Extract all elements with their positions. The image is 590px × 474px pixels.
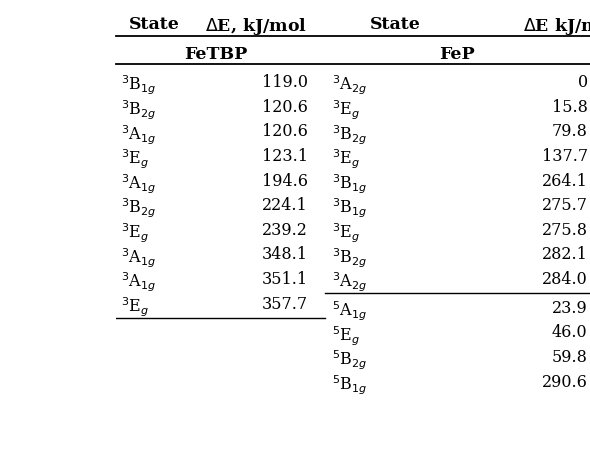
Text: $^3$E$_g$: $^3$E$_g$ xyxy=(332,99,360,122)
Text: 137.7: 137.7 xyxy=(542,148,588,165)
Text: 348.1: 348.1 xyxy=(262,246,308,264)
Text: $^5$B$_{2g}$: $^5$B$_{2g}$ xyxy=(332,349,367,372)
Text: $^5$B$_{1g}$: $^5$B$_{1g}$ xyxy=(332,374,367,397)
Text: $^3$E$_g$: $^3$E$_g$ xyxy=(332,222,360,245)
Text: $^3$A$_{1g}$: $^3$A$_{1g}$ xyxy=(121,246,156,270)
Text: $^3$B$_{2g}$: $^3$B$_{2g}$ xyxy=(121,197,156,220)
Text: $^5$E$_g$: $^5$E$_g$ xyxy=(332,324,360,347)
Text: $\Delta$E, kJ/mol: $\Delta$E, kJ/mol xyxy=(205,16,307,37)
Text: $^5$A$_{1g}$: $^5$A$_{1g}$ xyxy=(332,300,367,323)
Text: $^3$B$_{1g}$: $^3$B$_{1g}$ xyxy=(332,173,367,196)
Text: 290.6: 290.6 xyxy=(542,374,588,391)
Text: 15.8: 15.8 xyxy=(552,99,588,116)
Text: FeTBP: FeTBP xyxy=(184,46,247,64)
Text: 239.2: 239.2 xyxy=(262,222,308,239)
Text: 275.8: 275.8 xyxy=(542,222,588,239)
Text: 120.6: 120.6 xyxy=(262,123,308,140)
Text: $^3$E$_g$: $^3$E$_g$ xyxy=(121,148,149,171)
Text: $^3$A$_{1g}$: $^3$A$_{1g}$ xyxy=(121,271,156,294)
Text: 224.1: 224.1 xyxy=(262,197,308,214)
Text: $^3$A$_{1g}$: $^3$A$_{1g}$ xyxy=(121,123,156,146)
Text: 119.0: 119.0 xyxy=(262,74,308,91)
Text: $^3$B$_{2g}$: $^3$B$_{2g}$ xyxy=(332,123,367,146)
Text: 194.6: 194.6 xyxy=(262,173,308,190)
Text: 59.8: 59.8 xyxy=(552,349,588,366)
Text: 351.1: 351.1 xyxy=(262,271,308,288)
Text: 46.0: 46.0 xyxy=(552,324,588,341)
Text: State: State xyxy=(370,16,421,33)
Text: 0: 0 xyxy=(578,74,588,91)
Text: 275.7: 275.7 xyxy=(542,197,588,214)
Text: 123.1: 123.1 xyxy=(262,148,308,165)
Text: $^3$A$_{1g}$: $^3$A$_{1g}$ xyxy=(121,173,156,196)
Text: $^3$E$_g$: $^3$E$_g$ xyxy=(121,222,149,245)
Text: 120.6: 120.6 xyxy=(262,99,308,116)
Text: 23.9: 23.9 xyxy=(552,300,588,317)
Text: $^3$E$_g$: $^3$E$_g$ xyxy=(332,148,360,171)
Text: State: State xyxy=(129,16,179,33)
Text: $^3$B$_{1g}$: $^3$B$_{1g}$ xyxy=(121,74,156,97)
Text: $\Delta$E kJ/m: $\Delta$E kJ/m xyxy=(523,16,590,37)
Text: $^3$A$_{2g}$: $^3$A$_{2g}$ xyxy=(332,74,367,97)
Text: 284.0: 284.0 xyxy=(542,271,588,288)
Text: $^3$E$_g$: $^3$E$_g$ xyxy=(121,296,149,319)
Text: $^3$A$_{2g}$: $^3$A$_{2g}$ xyxy=(332,271,367,294)
Text: 282.1: 282.1 xyxy=(542,246,588,264)
Text: 79.8: 79.8 xyxy=(552,123,588,140)
Text: $^3$B$_{2g}$: $^3$B$_{2g}$ xyxy=(121,99,156,122)
Text: FeP: FeP xyxy=(440,46,475,64)
Text: $^3$B$_{1g}$: $^3$B$_{1g}$ xyxy=(332,197,367,220)
Text: $^3$B$_{2g}$: $^3$B$_{2g}$ xyxy=(332,246,367,270)
Text: 357.7: 357.7 xyxy=(262,296,308,313)
Text: 264.1: 264.1 xyxy=(542,173,588,190)
